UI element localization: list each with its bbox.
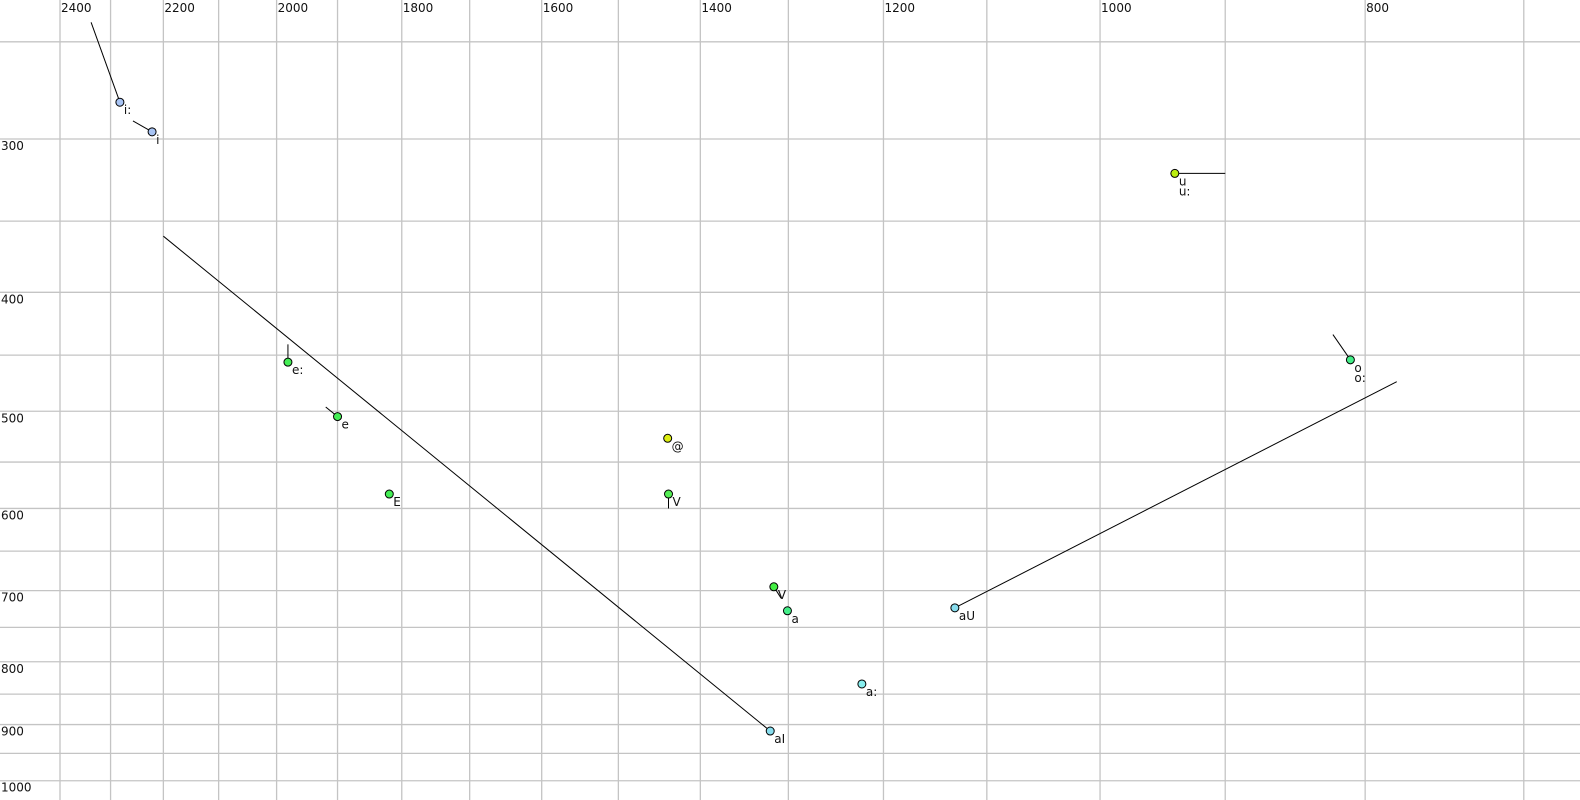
- y-tick-label: 600: [1, 508, 24, 522]
- x-tick-label: 800: [1366, 1, 1389, 15]
- vowel-point: [769, 582, 779, 592]
- vowel-label: e:: [292, 363, 303, 377]
- vowel-point: [1345, 355, 1355, 365]
- y-tick-label: 500: [1, 411, 24, 425]
- x-tick-label: 2400: [61, 1, 92, 15]
- x-tick-label: 1400: [701, 1, 732, 15]
- vowel-point: [950, 603, 960, 613]
- vowel-label: i:: [124, 103, 131, 117]
- trajectory-line: [90, 22, 121, 103]
- x-tick-label: 1000: [1101, 1, 1132, 15]
- vowel-point: [115, 97, 125, 107]
- vowel-point: [283, 357, 293, 367]
- x-tick-label: 1600: [543, 1, 574, 15]
- vowel-label: aI: [774, 732, 785, 746]
- data-points: i: i e: e E @ V Va a: aI aU uu: oo:: [115, 97, 1366, 746]
- trajectory-line: [1332, 334, 1351, 361]
- x-tick-label: 1800: [403, 1, 434, 15]
- vowel-label: E: [393, 495, 401, 509]
- x-tick-label: 2000: [278, 1, 309, 15]
- vowel-point: [857, 679, 867, 689]
- y-tick-label: 400: [1, 292, 24, 306]
- vowel-point: [664, 489, 674, 499]
- vowel-label: i: [156, 133, 159, 147]
- vowel-label: @: [672, 439, 684, 453]
- y-tick-label: 1000: [1, 781, 32, 795]
- vowel-label: u: [1179, 174, 1187, 188]
- x-tick-label: 1200: [884, 1, 915, 15]
- vowel-point: [663, 433, 673, 443]
- trajectory-line: [163, 235, 771, 732]
- tick-labels: 2400 2200 2000 1800 1600 1400 1200 1000 800 300 40…: [1, 1, 1389, 795]
- vowel-label: V: [778, 588, 787, 602]
- vowel-label: V: [673, 495, 682, 509]
- trajectories: [90, 22, 1397, 732]
- y-tick-label: 800: [1, 662, 24, 676]
- vowel-label: o: [1354, 361, 1361, 375]
- y-tick-label: 300: [1, 139, 24, 153]
- vowel-point: [782, 606, 792, 616]
- trajectory-line: [954, 381, 1397, 609]
- vowel-point: [1170, 168, 1180, 178]
- vowel-label: o:: [1354, 371, 1365, 385]
- vowel-label: e: [342, 418, 349, 432]
- vowel-point: [147, 127, 157, 137]
- vowel-label: a:: [866, 685, 877, 699]
- x-tick-label: 2200: [164, 1, 195, 15]
- vowel-label: a: [791, 612, 798, 626]
- vowel-label: u:: [1179, 184, 1191, 198]
- y-tick-label: 700: [1, 591, 24, 605]
- vowel-point: [765, 726, 775, 736]
- vowel-point: [384, 489, 394, 499]
- vowel-point: [333, 412, 343, 422]
- vowel-label: aU: [959, 609, 975, 623]
- y-tick-label: 900: [1, 725, 24, 739]
